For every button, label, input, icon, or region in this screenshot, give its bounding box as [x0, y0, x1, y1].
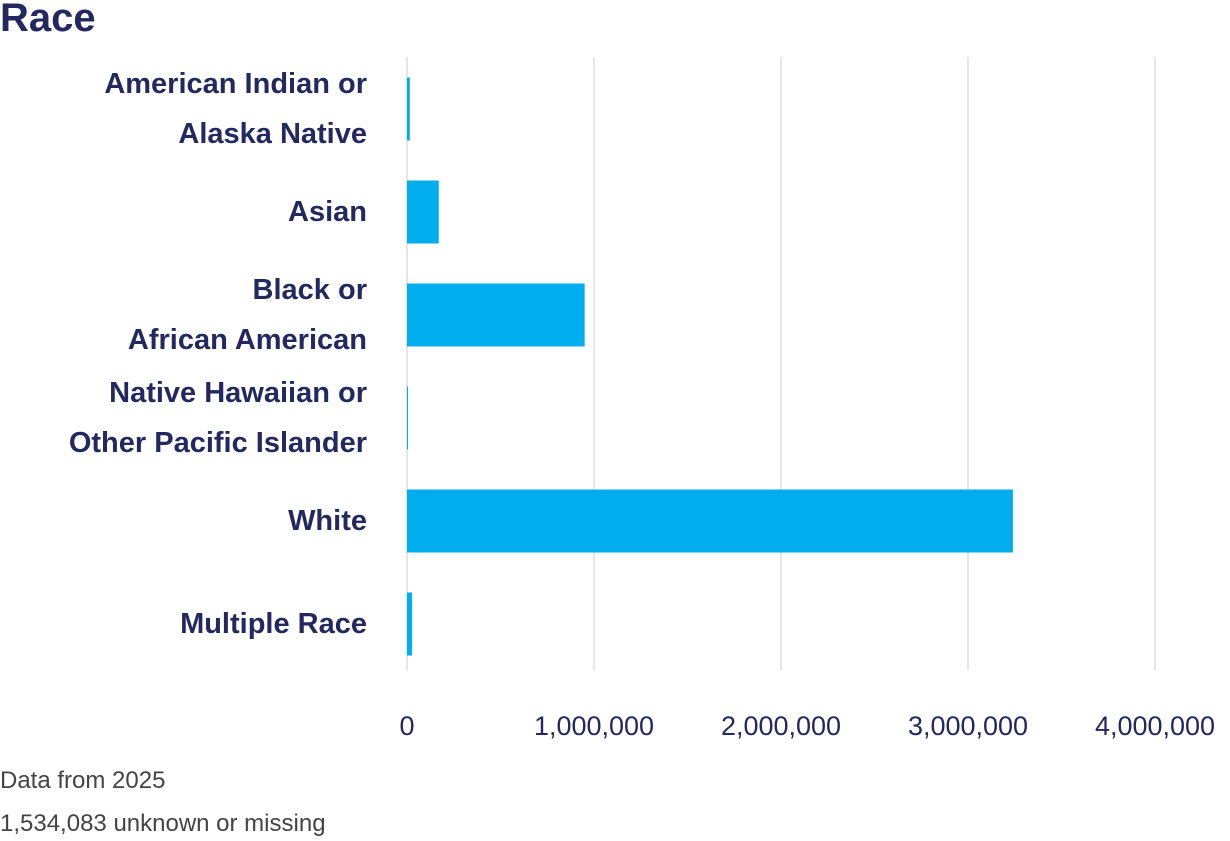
y-tick-label: Multiple Race — [180, 607, 367, 640]
bar — [407, 386, 408, 450]
footnote: 1,534,083 unknown or missing — [0, 810, 326, 837]
x-tick-label: 0 — [399, 711, 414, 741]
x-tick-label: 3,000,000 — [908, 711, 1028, 741]
bar — [407, 592, 413, 656]
bar — [407, 180, 439, 244]
y-tick-label: Black or African American — [127, 273, 367, 356]
y-tick-label: Asian — [288, 195, 367, 228]
bar — [407, 283, 585, 347]
y-tick-label: White — [288, 504, 367, 537]
chart-title: Race — [0, 0, 96, 40]
footnote: Data from 2025 — [0, 767, 166, 794]
x-tick-label: 1,000,000 — [534, 711, 654, 741]
y-tick-label: Native Hawaiian or Other Pacific Islande… — [68, 376, 367, 459]
x-tick-label: 2,000,000 — [721, 711, 841, 741]
y-tick-label: American Indian or Alaska Native — [104, 67, 367, 150]
bar — [407, 77, 410, 141]
x-tick-label: 4,000,000 — [1095, 711, 1215, 741]
bar — [407, 489, 1013, 553]
